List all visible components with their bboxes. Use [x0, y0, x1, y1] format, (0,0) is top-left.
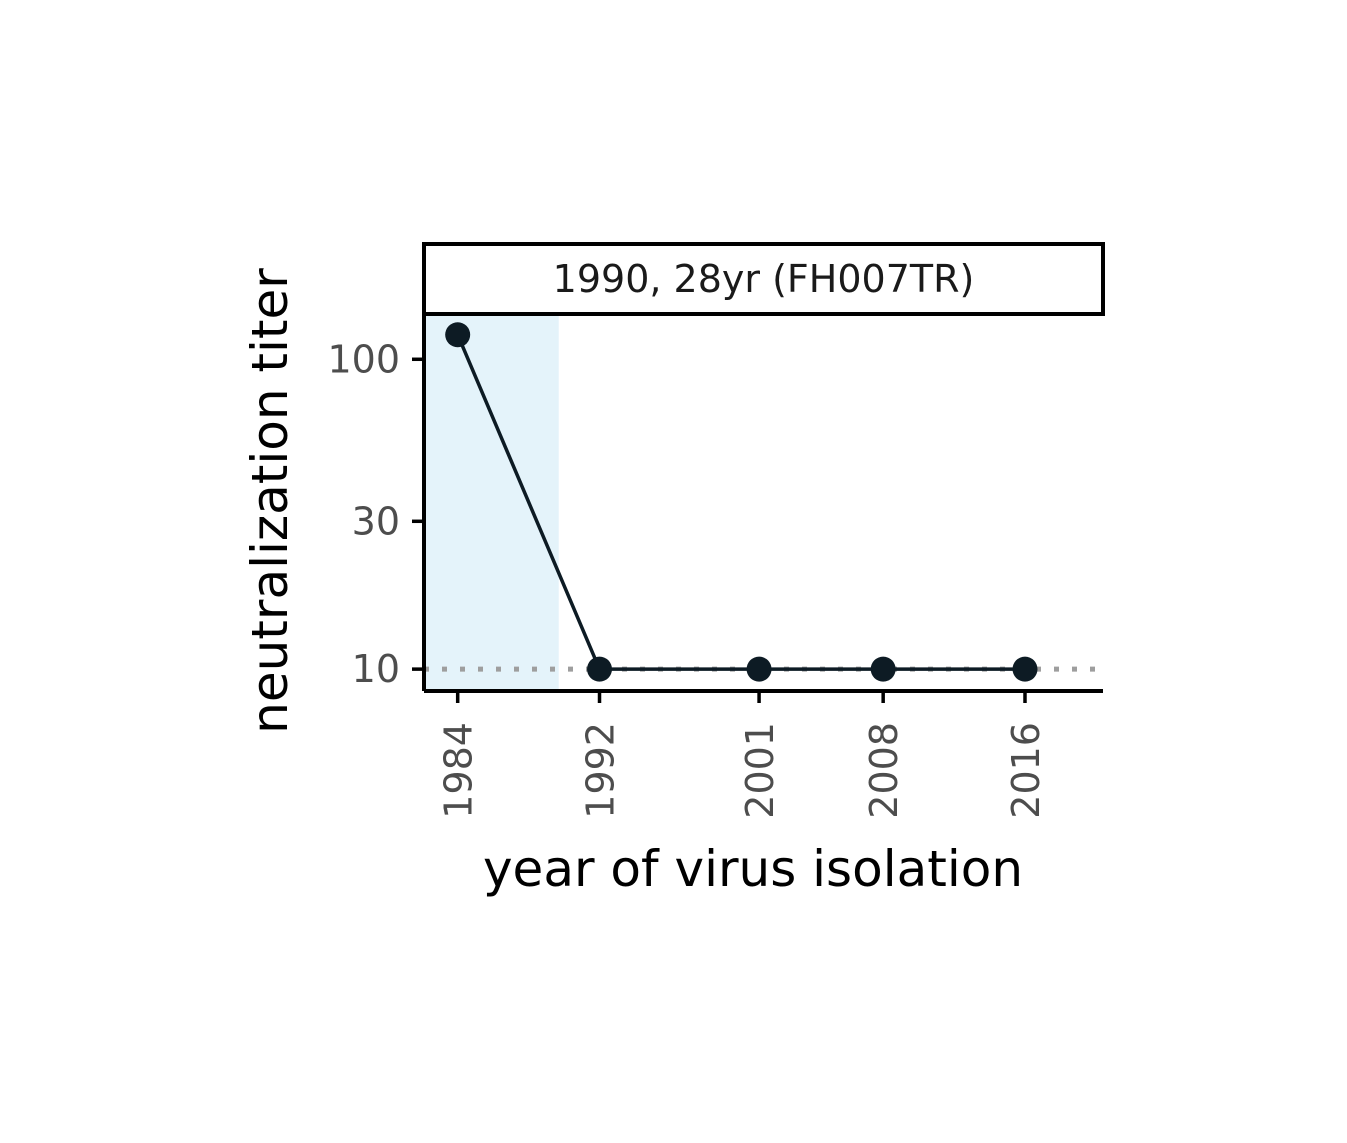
x-tick-label: 2001 — [738, 722, 782, 819]
x-tick-label: 2016 — [1004, 722, 1048, 819]
x-axis-title: year of virus isolation — [483, 840, 1023, 898]
facet-title: 1990, 28yr (FH007TR) — [553, 257, 975, 301]
x-tick-label: 2008 — [862, 722, 906, 819]
y-tick-label: 30 — [352, 499, 400, 543]
data-point — [587, 656, 613, 682]
y-axis-title: neutralization titer — [241, 268, 299, 734]
y-tick-label: 100 — [327, 337, 400, 381]
y-tick-label: 10 — [352, 647, 400, 691]
point-layer — [445, 322, 1038, 682]
facet-strip-box — [422, 242, 1105, 316]
axis-layer: 10 30 100 1984 1992 2001 2008 2016 — [327, 314, 1103, 819]
x-tick-label: 1992 — [579, 722, 623, 819]
facet-strip: 1990, 28yr (FH007TR) — [422, 242, 1105, 316]
shade-layer — [424, 314, 559, 691]
data-point — [445, 322, 471, 348]
data-point — [1012, 656, 1038, 682]
data-point — [870, 656, 896, 682]
data-point — [746, 656, 772, 682]
x-tick-label: 1984 — [437, 722, 481, 819]
shaded-region — [424, 314, 559, 691]
